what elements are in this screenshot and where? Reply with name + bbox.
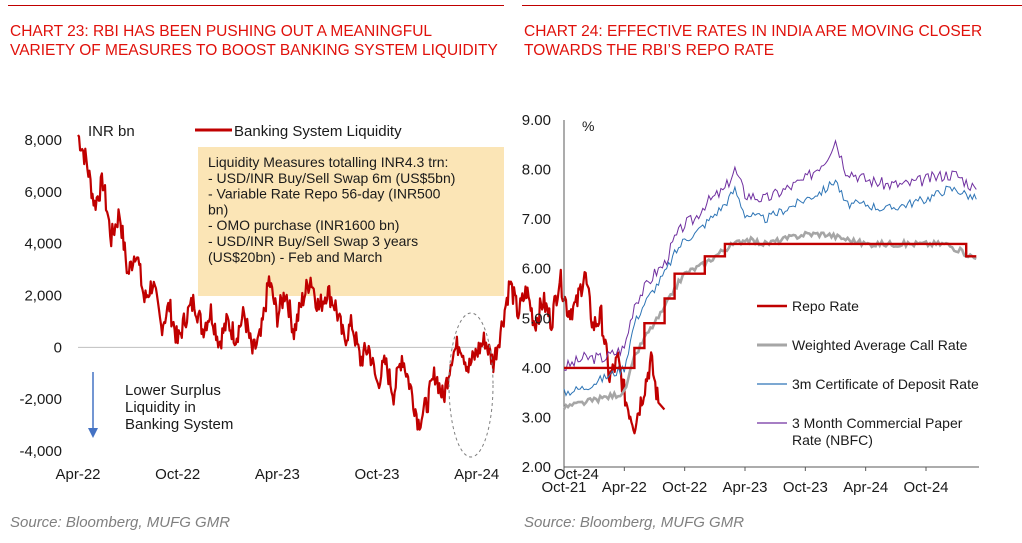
repo-rate-line <box>564 242 977 370</box>
right-chart-title: CHART 24: EFFECTIVE RATES IN INDIA ARE M… <box>524 23 983 59</box>
highlight-ellipse <box>448 312 494 458</box>
annotation-box <box>198 147 504 296</box>
legend-label: Repo Rate <box>792 298 859 314</box>
x-tick-label: Apr-23 <box>722 479 767 496</box>
y-tick-label: 7.00 <box>522 211 551 228</box>
legend-label-liquidity: Banking System Liquidity <box>234 123 402 140</box>
x-tick-label: Oct-22 <box>155 466 200 483</box>
x-tick-label: Apr-24 <box>454 466 499 483</box>
legend-label: 3m Certificate of Deposit Rate <box>792 376 979 392</box>
annotation-line: - USD/INR Buy/Sell Swap 6m (US$5bn) <box>208 170 455 186</box>
annotation-line: - USD/INR Buy/Sell Swap 3 years <box>208 233 418 249</box>
y-tick-label: -4,000 <box>19 443 62 460</box>
y-tick-label: 4,000 <box>24 236 62 253</box>
arrow-annotation-line: Lower Surplus <box>125 382 221 399</box>
y-tick-label: 5.00 <box>522 310 551 327</box>
legend-label-cont: Rate (NBFC) <box>792 432 873 448</box>
left-chart-title: CHART 23: RBI HAS BEEN PUSHING OUT A MEA… <box>10 23 498 59</box>
right-chart-panel: CHART 24: EFFECTIVE RATES IN INDIA ARE M… <box>514 0 1022 543</box>
y-tick-label: 4.00 <box>522 360 551 377</box>
left-chart-panel: CHART 23: RBI HAS BEEN PUSHING OUT A MEA… <box>0 0 666 543</box>
y-tick-label: 6.00 <box>522 261 551 278</box>
down-arrow-head <box>88 428 98 438</box>
annotation-line: (US$20bn) - Feb and March <box>208 249 382 265</box>
x-tick-label: Oct-23 <box>783 479 828 496</box>
x-tick-label: Oct-22 <box>662 479 707 496</box>
x-tick-label: Apr-23 <box>255 466 300 483</box>
x-tick-label: Oct-24 <box>554 466 599 483</box>
right-top-rule <box>522 5 1022 6</box>
y-axis-unit-label: INR bn <box>88 123 135 140</box>
arrow-annotation-line: Liquidity in <box>125 399 196 416</box>
x-tick-label: Oct-24 <box>903 479 948 496</box>
left-chart-svg: 8,000 6,000 4,000 2,000 0 -2,000 -4,000 Apr-22 O… <box>19 123 666 483</box>
x-tick-label: Apr-22 <box>602 479 647 496</box>
x-tick-label: Oct-23 <box>354 466 399 483</box>
right-chart-source: Source: Bloomberg, MUFG GMR <box>524 514 745 531</box>
annotation-line: - OMO purchase (INR1600 bn) <box>208 217 399 233</box>
y-tick-label: 6,000 <box>24 184 62 201</box>
right-chart-svg: 9.00 8.00 7.00 6.00 5.00 4.00 3.00 2.00% Oct-21 A… <box>522 112 979 496</box>
legend-label: Weighted Average Call Rate <box>792 337 968 353</box>
annotation-line: - Variable Rate Repo 56-day (INR500 <box>208 186 441 202</box>
left-top-rule <box>8 5 504 6</box>
y-tick-label: 9.00 <box>522 112 551 129</box>
x-tick-label: Apr-22 <box>55 466 100 483</box>
y-tick-label: -2,000 <box>19 391 62 408</box>
liquidity-series-line <box>77 134 666 435</box>
legend-label: 3 Month Commercial Paper <box>792 415 963 431</box>
y-tick-label: 2.00 <box>522 459 551 476</box>
annotation-line: Liquidity Measures totalling INR4.3 trn: <box>208 154 448 170</box>
arrow-annotation-line: Banking System <box>125 416 233 433</box>
y-tick-label: 3.00 <box>522 409 551 426</box>
y-tick-label: 2,000 <box>24 288 62 305</box>
x-tick-label: Oct-21 <box>541 479 586 496</box>
y-tick-label: 8.00 <box>522 162 551 179</box>
left-chart-source: Source: Bloomberg, MUFG GMR <box>10 514 231 531</box>
x-tick-label: Apr-24 <box>843 479 888 496</box>
cp-rate-line <box>563 138 977 371</box>
annotation-line: bn) <box>208 201 228 217</box>
y-tick-label: 0 <box>54 339 62 356</box>
y-axis-unit-label: % <box>582 118 594 134</box>
cd-rate-line <box>563 179 977 397</box>
y-tick-label: 8,000 <box>24 132 62 149</box>
